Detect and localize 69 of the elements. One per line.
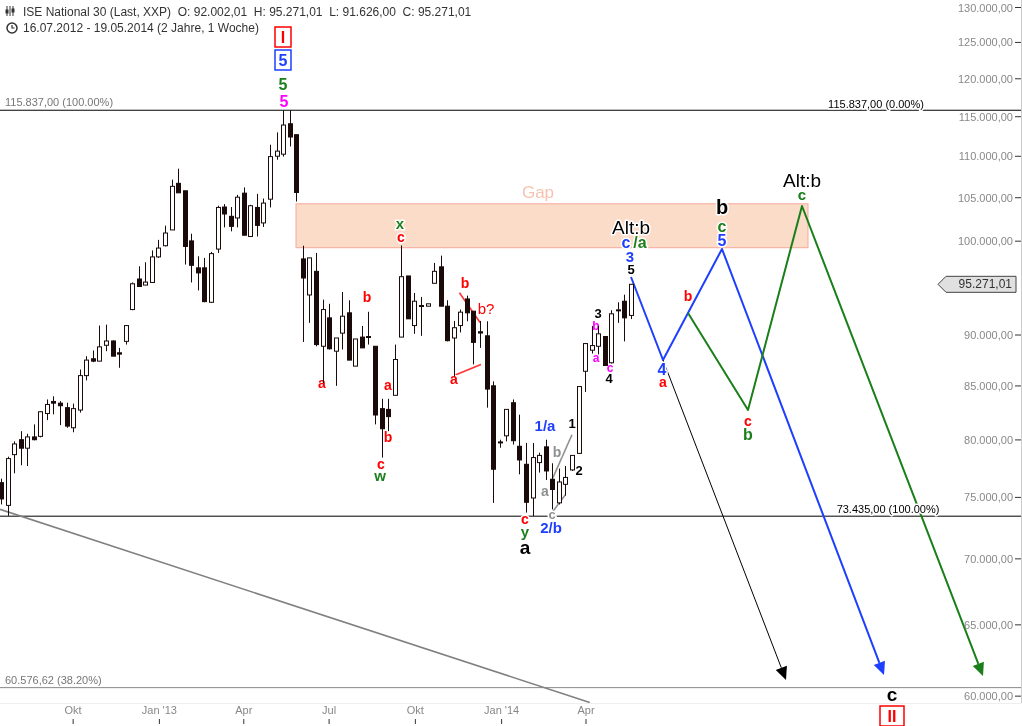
annotation: a xyxy=(450,370,459,387)
annotation: c xyxy=(377,455,386,472)
y-tick-label: 70.000,00 xyxy=(964,552,1013,565)
annotation: 5 xyxy=(278,75,288,93)
candlestick xyxy=(340,291,345,350)
annotation: b? xyxy=(477,300,495,318)
annotation: I xyxy=(280,28,286,46)
annotation: 2 xyxy=(575,462,583,478)
annotation: b xyxy=(460,274,470,291)
annotation: b xyxy=(362,288,372,305)
text: 16.07.2012 - 19.05.2014 (2 Jahre, 1 Woche) xyxy=(23,21,259,35)
y-tick-label: 85.000,00 xyxy=(964,379,1013,392)
candlestick xyxy=(12,440,17,474)
candlestick xyxy=(51,395,56,415)
text: ISE National 30 (Last, XXP) O: 92.002,01 H: 95.271,01 L: 91.626,00 C: 95.271,01 xyxy=(23,5,472,19)
y-tick-label: 60.000,00 xyxy=(964,690,1013,703)
x-tick-label: Apr xyxy=(577,704,595,716)
y-tick-label: 100.000,00 xyxy=(957,235,1013,248)
annotation: 5 xyxy=(279,92,289,110)
annotation: a xyxy=(384,376,393,393)
annotation: b xyxy=(383,428,393,445)
y-tick-label: 110.000,00 xyxy=(958,150,1013,163)
annotation: 95.271,01 xyxy=(958,277,1013,292)
y-tick-label: 65.000,00 xyxy=(964,618,1013,631)
candlestick xyxy=(432,262,437,284)
y-tick-label: 105.000,00 xyxy=(957,191,1013,204)
ref-line-label: 115.837,00 (100.00%) xyxy=(5,96,114,109)
candlestick xyxy=(45,398,50,421)
y-tick-label: 125.000,00 xyxy=(957,36,1013,49)
band-label: Gap xyxy=(521,182,555,202)
candlestick xyxy=(124,325,129,346)
annotation: 1/a xyxy=(534,417,557,435)
annotation: a xyxy=(541,482,550,499)
annotation: 1 xyxy=(568,415,576,431)
annotation: b xyxy=(715,196,729,218)
annotation: 4 xyxy=(657,360,667,378)
candlestick xyxy=(550,462,555,510)
text: II xyxy=(887,707,897,725)
annotation: c xyxy=(621,233,631,251)
x-tick-label: Jan '14 xyxy=(484,704,520,716)
annotation: 5 xyxy=(278,51,288,69)
x-tick-label: Jan '13 xyxy=(141,704,177,716)
x-tick-label: Jul xyxy=(322,704,337,716)
candlestick xyxy=(458,309,463,333)
annotation: 2/b xyxy=(540,519,562,537)
y-tick-label: 115.000,00 xyxy=(958,110,1013,123)
annotation: c xyxy=(886,683,898,705)
annotation: b xyxy=(552,443,562,460)
candlestick xyxy=(452,320,457,377)
annotation: a xyxy=(592,351,600,366)
ref-line-label: 60.576,62 (38.20%) xyxy=(5,673,102,686)
y-tick-label: 80.000,00 xyxy=(964,433,1013,446)
y-tick-label: 90.000,00 xyxy=(964,329,1013,342)
x-tick-label: Okt xyxy=(64,704,82,716)
candlestick xyxy=(0,478,4,505)
y-tick-label: 75.000,00 xyxy=(964,491,1013,504)
y-tick-label: 120.000,00 xyxy=(957,72,1013,85)
x-tick-label: Apr xyxy=(235,704,253,716)
annotation: /a xyxy=(633,233,647,251)
candlestick xyxy=(334,337,339,387)
y-tick-label: 130.000,00 xyxy=(957,1,1013,14)
annotation: b xyxy=(683,287,693,304)
x-tick-label: Okt xyxy=(406,704,424,716)
candlestick xyxy=(517,414,522,475)
annotation: 115.837,00 (0.00%) xyxy=(828,97,924,110)
candlestick xyxy=(104,324,109,352)
candlestick xyxy=(419,296,424,337)
candlestick xyxy=(478,320,483,349)
annotation: 3 xyxy=(594,305,602,321)
